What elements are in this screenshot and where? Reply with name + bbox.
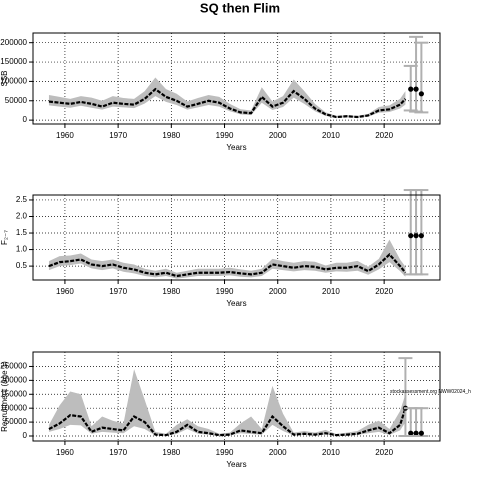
y-axis-title: F₂₋₇	[0, 230, 9, 245]
x-tick-label: 1970	[109, 131, 127, 140]
x-tick-label: 2020	[375, 448, 393, 457]
plot-box	[32, 194, 441, 281]
forecast-point	[408, 430, 414, 436]
x-tick-label: 1990	[216, 131, 234, 140]
x-axis-title: Years	[226, 460, 246, 469]
y-tick-label: 150000	[0, 57, 27, 66]
y-tick-label: 100000	[0, 403, 27, 412]
y-tick-label: 50000	[5, 96, 28, 105]
y-tick-label: 0.5	[16, 261, 28, 270]
y-tick-label: 100000	[0, 77, 27, 86]
x-tick-label: 2010	[322, 287, 340, 296]
x-axis-title: Years	[226, 143, 246, 152]
x-tick-label: 1960	[56, 131, 74, 140]
estimate-line	[48, 407, 407, 437]
x-tick-label: 2010	[322, 448, 340, 457]
y-tick-label: 1.5	[16, 228, 28, 237]
confidence-band	[48, 239, 406, 279]
forecast-point	[418, 233, 424, 239]
forecast-point	[413, 86, 419, 92]
x-tick-label: 2020	[375, 287, 393, 296]
chart-title: SQ then Flim	[200, 0, 280, 15]
plot-box	[32, 351, 441, 442]
x-tick-label: 1990	[216, 287, 234, 296]
annotation: stockassessment.org NWW02024_h	[390, 389, 471, 395]
forecast-point	[413, 233, 419, 239]
y-tick-label: 200000	[0, 375, 27, 384]
x-tick-label: 2020	[375, 131, 393, 140]
estimate-line	[48, 87, 407, 119]
x-tick-label: 2000	[269, 131, 287, 140]
forecast-point	[408, 233, 414, 239]
x-tick-label: 1980	[162, 287, 180, 296]
forecast-point	[418, 91, 424, 97]
y-tick-label: 150000	[0, 389, 27, 398]
confidence-band	[48, 369, 406, 436]
y-tick-label: 1.0	[16, 245, 28, 254]
y-tick-label: 50000	[5, 417, 28, 426]
y-tick-label: 0	[23, 431, 28, 440]
y-axis-title: SSB	[0, 70, 9, 86]
x-axis-title: Years	[226, 299, 246, 308]
x-tick-label: 1960	[56, 448, 74, 457]
x-tick-label: 2000	[269, 287, 287, 296]
y-tick-label: 200000	[0, 38, 27, 47]
confidence-band	[48, 77, 406, 118]
estimate-line	[48, 252, 407, 278]
x-tick-label: 1970	[109, 287, 127, 296]
plot-box	[32, 32, 441, 125]
x-tick-label: 1960	[56, 287, 74, 296]
x-tick-label: 1970	[109, 448, 127, 457]
y-tick-label: 2.0	[16, 212, 28, 221]
forecast-point	[408, 86, 414, 92]
x-tick-label: 2000	[269, 448, 287, 457]
y-tick-label: 250000	[0, 362, 27, 371]
x-tick-label: 1980	[162, 131, 180, 140]
y-axis-title: Recruitment (age 1)	[0, 361, 9, 432]
forecast-point	[418, 430, 424, 436]
y-tick-label: 0	[23, 115, 28, 124]
y-tick-label: 2.5	[16, 195, 28, 204]
forecast-point	[413, 430, 419, 436]
x-tick-label: 1980	[162, 448, 180, 457]
x-tick-label: 2010	[322, 131, 340, 140]
x-tick-label: 1990	[216, 448, 234, 457]
